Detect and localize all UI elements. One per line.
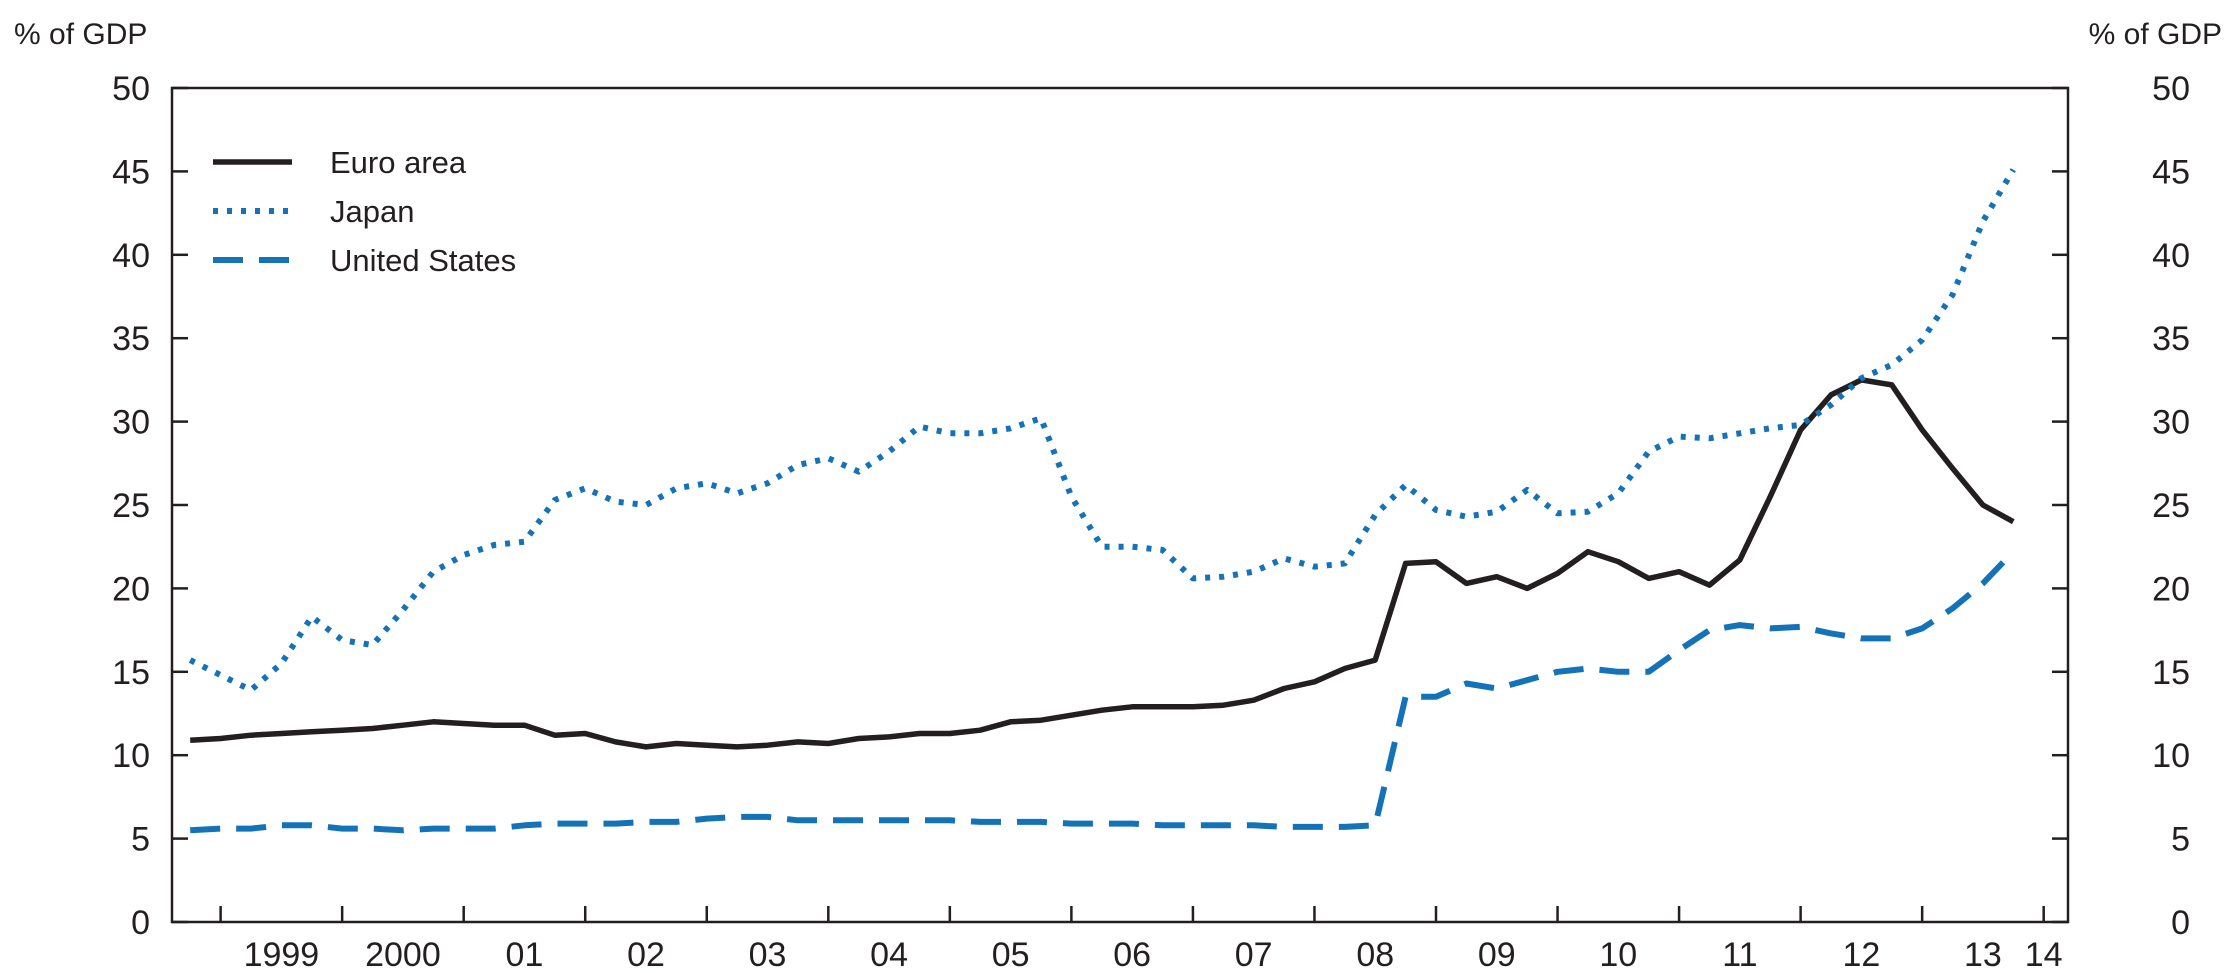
y-tick-label-left: 15: [112, 654, 150, 692]
y-tick-label-left: 10: [112, 737, 150, 775]
series-line-united-states: [190, 552, 2013, 831]
y-tick-label-left: 25: [112, 487, 150, 525]
y-tick-label-left: 50: [112, 70, 150, 108]
y-tick-label-left: 20: [112, 570, 150, 608]
y-tick-label-right: 40: [2152, 237, 2190, 275]
y-tick-label-right: 25: [2152, 487, 2190, 525]
y-tick-label-left: 5: [131, 821, 150, 859]
plot-border: [172, 88, 2068, 922]
x-tick-label: 06: [1113, 936, 1151, 973]
x-tick-label: 07: [1235, 936, 1273, 973]
legend: Euro area Japan United States: [213, 145, 516, 278]
y-axis-left-unit: % of GDP: [14, 18, 147, 51]
x-tick-label: 12: [1842, 936, 1880, 973]
y-tick-label-right: 50: [2152, 70, 2190, 108]
y-tick-label-left: 45: [112, 153, 150, 191]
y-tick-label-right: 10: [2152, 737, 2190, 775]
y-tick-label-right: 20: [2152, 570, 2190, 608]
x-tick-label: 08: [1356, 936, 1394, 973]
y-tick-label-right: 0: [2171, 904, 2190, 942]
plot-frame: [172, 88, 2068, 922]
x-tick-label: 13: [1964, 936, 2002, 973]
y-tick-label-left: 30: [112, 404, 150, 442]
y-tick-label-right: 35: [2152, 320, 2190, 358]
x-tick-label: 2000: [365, 936, 441, 973]
y-tick-label-left: 40: [112, 237, 150, 275]
x-axis: 1999 2000 01 02 03 04 05 06 07 08 09 10 11 12 13 14: [221, 906, 2063, 973]
x-tick-label: 02: [627, 936, 665, 973]
legend-label: Euro area: [330, 145, 467, 180]
y-tick-label-right: 45: [2152, 153, 2190, 191]
x-tick-label: 04: [870, 936, 908, 973]
y-tick-label-left: 0: [131, 904, 150, 942]
y-tick-label-left: 35: [112, 320, 150, 358]
legend-label: Japan: [330, 194, 414, 229]
x-tick-label: 03: [749, 936, 787, 973]
x-tick-label: 14: [2025, 936, 2063, 973]
x-tick-label: 05: [992, 936, 1030, 973]
x-tick-label: 01: [506, 936, 544, 973]
y-tick-label-right: 5: [2171, 821, 2190, 859]
y-axis-right: 0 5 10 15 20 25 30 35 40 45 50: [2052, 70, 2190, 942]
y-tick-label-right: 15: [2152, 654, 2190, 692]
x-tick-label: 09: [1478, 936, 1516, 973]
y-tick-label-right: 30: [2152, 404, 2190, 442]
legend-label: United States: [330, 243, 516, 278]
x-tick-label: 10: [1599, 936, 1637, 973]
x-tick-label: 1999: [244, 936, 320, 973]
y-axis-left: 0 5 10 15 20 25 30 35 40 45 50: [112, 70, 188, 942]
y-axis-right-unit: % of GDP: [2089, 18, 2222, 51]
x-tick-label: 11: [1722, 936, 1757, 973]
